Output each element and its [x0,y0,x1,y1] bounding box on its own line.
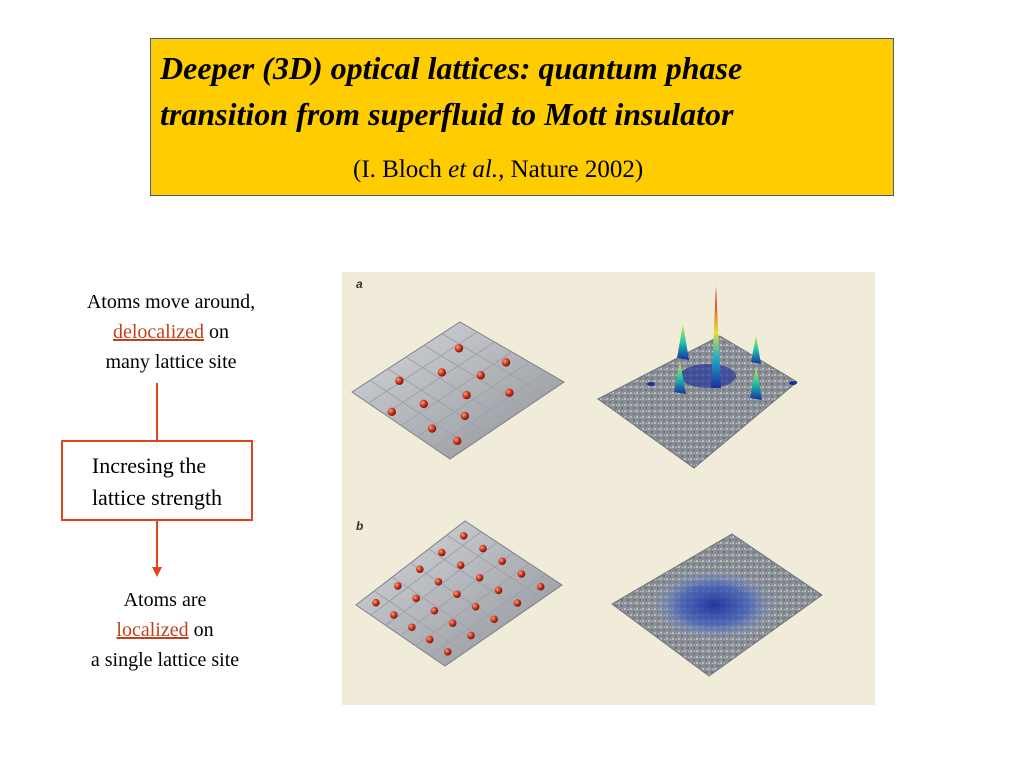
citation-suffix: Nature 2002) [504,156,644,183]
panel-label-a: a [356,277,363,291]
arrow-down-icon [152,567,162,577]
atom [460,411,470,421]
box-line-1: Incresing the [91,453,207,478]
atom [448,619,457,627]
atoms-localized [372,531,545,656]
atom [501,358,511,367]
central-peak [711,286,721,388]
panel-label-b: b [356,519,364,533]
lattice-a [351,321,565,460]
arrow-connector-bottom [156,521,158,568]
atom [536,582,545,591]
caption-line: delocalized on [40,317,302,347]
atom [494,586,503,595]
atom [475,573,484,582]
atom [416,565,424,574]
atom [454,344,464,353]
lattice-figure: a b [342,272,875,705]
delocalized-caption: Atoms move around, delocalized on many l… [40,287,302,377]
atom [427,424,437,433]
atom [434,577,443,586]
atom [395,376,404,385]
localized-link[interactable]: localized [116,619,189,641]
caption-text: on [204,321,230,343]
atom [479,544,487,553]
arrow-connector-top [156,383,158,440]
atom [456,561,465,569]
atom [443,647,452,656]
atom [430,606,439,615]
atom [462,390,471,400]
momentum-distribution-a [597,286,798,469]
localized-caption: Atoms are localized on a single lattice … [34,585,296,675]
title-box: Deeper (3D) optical lattices: quantum ph… [150,38,894,196]
atoms-delocalized [387,344,514,446]
citation-prefix: (I. Bloch [353,156,449,183]
figure-illustration [351,286,823,677]
atom [517,570,526,578]
citation: (I. Bloch et al., Nature 2002) [353,156,643,184]
atom [459,531,468,540]
atom [490,615,498,624]
atom [505,388,514,397]
atom [471,602,480,611]
citation-italic: et al., [448,156,505,183]
atom [476,371,485,380]
atom [390,611,398,619]
caption-text: on [188,619,214,641]
atom [408,623,416,632]
lattice-strength-box: Incresing the lattice strength [61,440,253,521]
atom [453,436,462,446]
caption-line: Atoms are [123,589,207,611]
atom [437,368,446,377]
atom [437,548,446,557]
box-line-2: lattice strength [91,485,223,510]
caption-line: Atoms move around, [86,291,256,313]
atom [372,598,380,607]
atom [467,631,475,640]
atom [453,590,461,599]
atom [394,582,402,590]
caption-line: a single lattice site [90,649,240,671]
atom [513,599,522,607]
momentum-distribution-b [611,533,823,677]
slide-title-line-1: Deeper (3D) optical lattices: quantum ph… [160,50,743,86]
atom [419,399,428,409]
caption-line: localized on [34,615,296,645]
atom [387,407,397,417]
slide-title-line-2: transition from superfluid to Mott insul… [160,96,734,132]
delocalized-link[interactable]: delocalized [112,321,205,343]
atom [498,557,506,566]
caption-line: many lattice site [105,351,237,373]
atom [425,635,434,644]
atom [412,594,420,603]
